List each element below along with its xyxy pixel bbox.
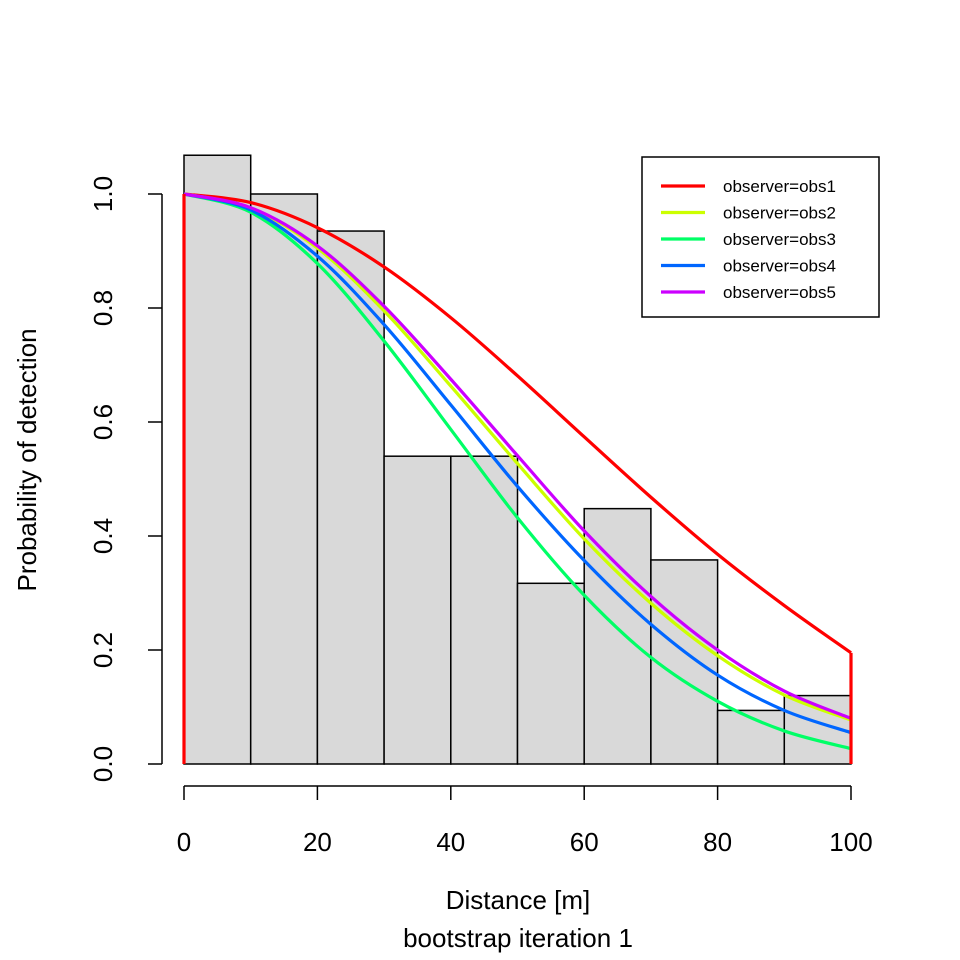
- legend-label: observer=obs5: [723, 283, 836, 302]
- legend-box: [641, 156, 880, 318]
- legend: observer=obs1 observer=obs2 observer=obs3 o…: [641, 156, 880, 318]
- y-tick-label: 0.0: [88, 746, 118, 782]
- histogram-bar-2: [249, 193, 319, 765]
- x-tick-label: 60: [570, 827, 599, 857]
- y-axis-title: Probability of detection: [12, 328, 42, 591]
- curve-obs3: [183, 192, 852, 751]
- curve-obs4: [183, 192, 852, 735]
- y-tick-label: 0.8: [88, 290, 118, 326]
- legend-label: observer=obs1: [723, 177, 836, 196]
- x-tick-label: 20: [303, 827, 332, 857]
- detection-curves: [182, 192, 853, 764]
- x-tick-label: 80: [703, 827, 732, 857]
- legend-label: observer=obs4: [723, 257, 836, 276]
- y-tick-label: 1.0: [88, 176, 118, 212]
- y-tick-label: 0.4: [88, 518, 118, 554]
- legend-label: observer=obs2: [723, 204, 836, 223]
- legend-label: observer=obs3: [723, 230, 836, 249]
- curve-obs2: [183, 192, 852, 722]
- histogram-bar-3: [316, 230, 385, 765]
- curve-obs5: [183, 192, 852, 720]
- histogram-bar-4: [383, 455, 452, 765]
- x-tick-label: 40: [436, 827, 465, 857]
- y-axis: 0.0 0.2 0.4 0.6 0.8 1.0: [88, 176, 163, 782]
- y-tick-label: 0.2: [88, 632, 118, 668]
- curve-obs1: [183, 192, 852, 655]
- x-tick-label: 100: [829, 827, 872, 857]
- x-tick-label: 0: [177, 827, 191, 857]
- histogram-bars: [183, 154, 852, 765]
- histogram-bar-6: [516, 582, 585, 765]
- x-axis: 0 20 40 60 80 100: [177, 785, 873, 857]
- histogram-bar-8: [650, 559, 719, 765]
- y-tick-label: 0.6: [88, 404, 118, 440]
- histogram-bar-9: [716, 709, 786, 765]
- x-axis-title: Distance [m]: [446, 885, 591, 915]
- chart-subtitle: bootstrap iteration 1: [403, 923, 633, 953]
- histogram-bar-5: [450, 455, 519, 765]
- histogram-bar-1: [183, 154, 252, 765]
